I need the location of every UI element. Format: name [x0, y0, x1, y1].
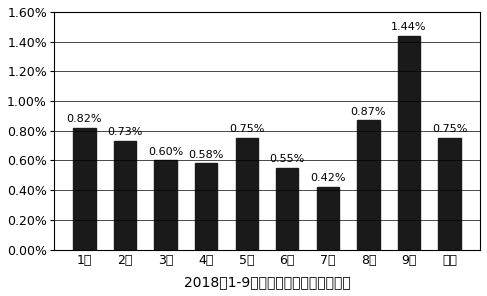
- Bar: [236, 138, 258, 250]
- Bar: [154, 160, 177, 250]
- Text: 0.60%: 0.60%: [148, 147, 183, 157]
- Text: 0.75%: 0.75%: [432, 124, 467, 134]
- Text: 0.75%: 0.75%: [229, 124, 264, 134]
- Bar: [357, 120, 379, 250]
- X-axis label: 2018年1-9月份未改进前渗碳体隔离率: 2018年1-9月份未改进前渗碳体隔离率: [184, 275, 350, 289]
- Text: 0.87%: 0.87%: [351, 107, 386, 117]
- Text: 0.73%: 0.73%: [107, 128, 143, 137]
- Bar: [114, 141, 136, 250]
- Bar: [398, 36, 420, 250]
- Bar: [195, 163, 217, 250]
- Text: 0.42%: 0.42%: [310, 173, 346, 184]
- Text: 0.55%: 0.55%: [270, 154, 305, 164]
- Bar: [73, 128, 95, 250]
- Bar: [276, 168, 299, 250]
- Text: 0.58%: 0.58%: [188, 150, 224, 160]
- Bar: [317, 187, 339, 250]
- Text: 0.82%: 0.82%: [67, 114, 102, 124]
- Bar: [438, 138, 461, 250]
- Text: 1.44%: 1.44%: [391, 22, 427, 32]
